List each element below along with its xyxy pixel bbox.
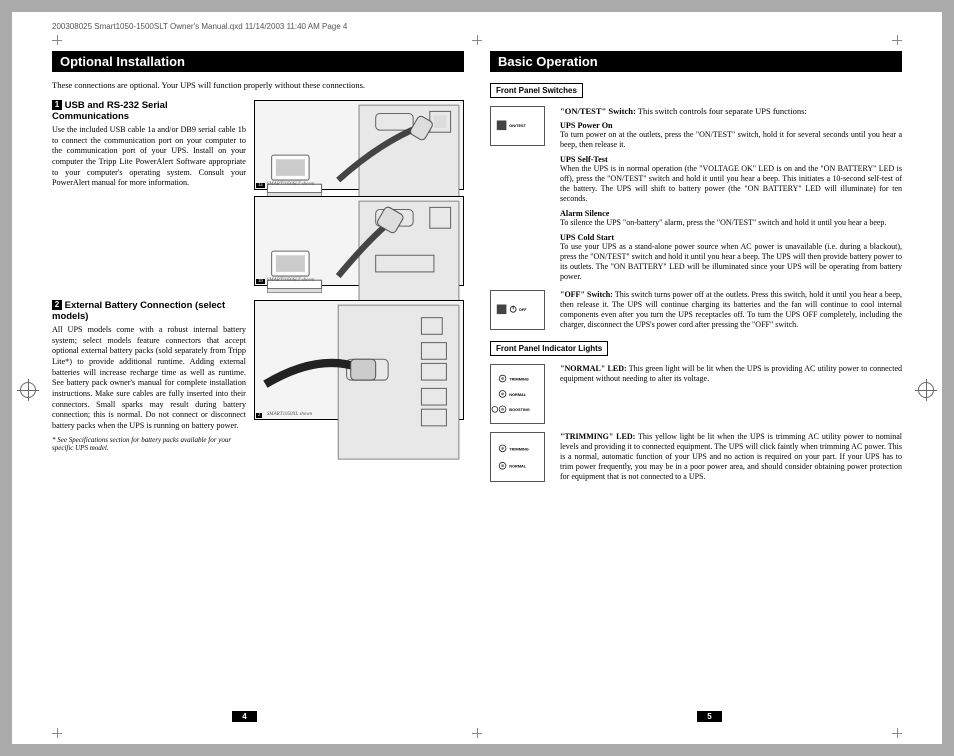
- svg-text:ON/TEST: ON/TEST: [509, 124, 526, 128]
- crop-marks-bottom: [52, 728, 902, 738]
- diagram-tag: 1a: [256, 183, 265, 188]
- op-subhead: UPS Power On: [560, 121, 902, 130]
- sub-title: 2 External Battery Connection (select mo…: [52, 300, 246, 322]
- off-switch-icon: OFF: [490, 290, 545, 330]
- subsection-usb: 1 USB and RS-232 Serial Communications U…: [52, 100, 464, 286]
- sub-title: 1 USB and RS-232 Serial Communications: [52, 100, 246, 122]
- normal-led-row: TRIMMING NORMAL BOOSTING "NORMAL" LED: T…: [490, 364, 902, 424]
- section-title: Optional Installation: [52, 51, 464, 72]
- op-subhead: Alarm Silence: [560, 209, 902, 218]
- sub-title-text: USB and RS-232 Serial Communications: [52, 100, 168, 122]
- section-title: Basic Operation: [490, 51, 902, 72]
- trimming-led-icon: TRIMMING NORMAL: [490, 432, 545, 482]
- diagram-label: SMART1050SLT shown: [267, 278, 314, 283]
- svg-text:OFF: OFF: [519, 308, 527, 312]
- normal-led-icon: TRIMMING NORMAL BOOSTING: [490, 364, 545, 424]
- left-column: Optional Installation These connections …: [52, 51, 464, 490]
- on-test-row: ON/TEST "ON/TEST" Switch: This switch co…: [490, 106, 902, 282]
- footnote: * See Specifications section for battery…: [52, 436, 246, 452]
- off-row: OFF "OFF" Switch: This switch turns powe…: [490, 290, 902, 330]
- op-body: To turn power on at the outlets, press t…: [560, 130, 902, 150]
- registration-mark-icon: [918, 382, 934, 398]
- panel-label: Front Panel Switches: [490, 83, 583, 98]
- svg-text:TRIMMING: TRIMMING: [509, 447, 528, 451]
- diagram-label: SMART1050SLT shown: [267, 182, 314, 187]
- svg-text:BOOSTING: BOOSTING: [509, 408, 530, 412]
- diagram-usb: 1a SMART1050SLT shown: [254, 100, 464, 190]
- file-header: 200308025 Smart1050-1500SLT Owner's Manu…: [52, 22, 902, 31]
- manual-page: 200308025 Smart1050-1500SLT Owner's Manu…: [12, 12, 942, 744]
- trimming-led-text: "TRIMMING" LED: This yellow light be lit…: [560, 432, 902, 482]
- diagram-battery: 2 SMART1050XL shown: [254, 300, 464, 420]
- normal-led-text: "NORMAL" LED: This green light will be l…: [560, 364, 902, 384]
- switch-heading: "ON/TEST" Switch: This switch controls f…: [560, 106, 902, 116]
- svg-text:TRIMMING: TRIMMING: [509, 377, 528, 381]
- diagram-serial: 1b SMART1050SLT shown: [254, 196, 464, 286]
- page-numbers: 4 5: [12, 711, 942, 722]
- page-number-right: 5: [697, 711, 721, 722]
- body-text: All UPS models come with a robust intern…: [52, 325, 246, 432]
- svg-text:NORMAL: NORMAL: [509, 393, 527, 397]
- sub-title-text: External Battery Connection (select mode…: [52, 300, 225, 322]
- intro-text: These connections are optional. Your UPS…: [52, 80, 464, 90]
- subsection-battery: 2 External Battery Connection (select mo…: [52, 300, 464, 452]
- body-text: Use the included USB cable 1a and/or DB9…: [52, 125, 246, 189]
- crop-marks-top: [52, 35, 902, 45]
- op-subhead: UPS Cold Start: [560, 233, 902, 242]
- off-text: "OFF" Switch: This switch turns power of…: [560, 290, 902, 330]
- op-body: To use your UPS as a stand-alone power s…: [560, 242, 902, 282]
- trimming-led-row: TRIMMING NORMAL "TRIMMING" LED: This yel…: [490, 432, 902, 482]
- page-number-left: 4: [232, 711, 256, 722]
- op-body: To silence the UPS "on-battery" alarm, p…: [560, 218, 902, 228]
- op-body: When the UPS is in normal operation (the…: [560, 164, 902, 204]
- op-subhead: UPS Self-Test: [560, 155, 902, 164]
- svg-text:NORMAL: NORMAL: [509, 465, 527, 469]
- right-column: Basic Operation Front Panel Switches ON/…: [490, 51, 902, 490]
- panel-label: Front Panel Indicator Lights: [490, 341, 608, 356]
- diagram-label: SMART1050XL shown: [267, 412, 312, 417]
- step-number: 1: [52, 100, 62, 110]
- registration-mark-icon: [20, 382, 36, 398]
- diagram-tag: 2: [256, 413, 263, 418]
- step-number: 2: [52, 300, 62, 310]
- on-test-switch-icon: ON/TEST: [490, 106, 545, 146]
- diagram-tag: 1b: [256, 279, 265, 284]
